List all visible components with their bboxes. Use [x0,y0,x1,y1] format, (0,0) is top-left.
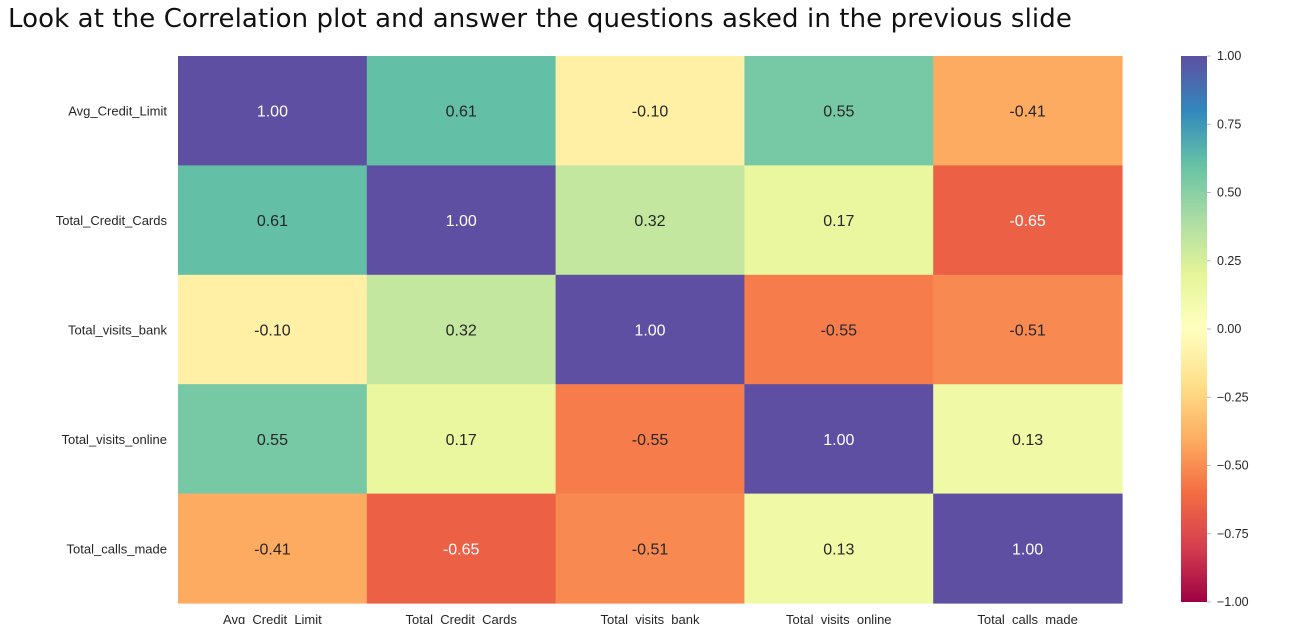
cell-value-label: 0.13 [1012,432,1043,449]
slide-title: Look at the Correlation plot and answer … [8,4,1072,34]
cell-value-label: -0.51 [632,541,669,558]
column-label: Total_visits_bank [601,612,700,624]
cell-value-label: 0.32 [634,213,665,230]
colorbar-tick-label: −0.50 [1217,459,1249,473]
heatmap-cell [933,56,1123,166]
heatmap-cell [744,274,934,385]
heatmap-cell [178,165,368,276]
row-label: Avg_Credit_Limit [68,104,167,119]
cell-value-label: 1.00 [446,213,477,230]
heatmap-cell [178,384,368,495]
cell-value-label: 0.17 [823,213,854,230]
cell-value-label: -0.65 [1009,213,1046,230]
cell-value-label: 0.55 [823,104,854,121]
heatmap-cell [178,274,368,385]
heatmap-cell [555,165,745,276]
colorbar-tick-label: 0.25 [1217,254,1241,268]
cell-value-label: 1.00 [1012,541,1043,558]
cell-value-label: 1.00 [257,104,288,121]
colorbar: 1.00 0.75 0.50 0.25 0.00 −0.25 −0.50 −0.75 −1.00 [1181,49,1249,609]
heatmap-cell [366,274,557,385]
cell-value-label: 1.00 [823,432,854,449]
heatmap-cell [555,56,745,166]
row-label: Total_visits_online [61,432,167,447]
cell-value-label: -0.41 [1009,104,1046,121]
cell-value-label: -0.65 [443,541,480,558]
cell-value-label: 0.61 [446,104,477,121]
colorbar-tick-label: 0.75 [1217,117,1241,131]
heatmap-cell [366,384,557,495]
column-labels: Avg_Credit_Limit Total_Credit_Cards Total_… [223,612,1078,624]
heatmap-cell [555,493,745,604]
colorbar-tick-label: −1.00 [1217,595,1249,609]
heatmap-cell [933,493,1123,604]
cell-value-label: 0.17 [446,432,477,449]
cell-value-label: -0.10 [254,323,291,340]
column-label: Total_calls_made [977,612,1077,624]
heatmap-cell [744,56,934,166]
heatmap-cells: 1.00 0.61 -0.10 0.55 -0.41 0.61 1.00 0.32 0.17 -0… [178,56,1123,604]
heatmap-cell [933,274,1123,385]
cell-value-label: -0.41 [254,541,291,558]
heatmap-cell [555,384,745,495]
cell-value-label: 0.55 [257,432,288,449]
colorbar-tick-label: 1.00 [1217,49,1241,63]
heatmap-cell [555,274,745,385]
row-labels: Avg_Credit_Limit Total_Credit_Cards Total_… [56,104,168,557]
cell-value-label: -0.10 [632,104,669,121]
cell-value-label: -0.55 [821,323,858,340]
heatmap-cell [366,493,557,604]
colorbar-ticks: 1.00 0.75 0.50 0.25 0.00 −0.25 −0.50 −0.75 −1.00 [1207,49,1249,609]
heatmap-cell [744,165,934,276]
colorbar-tick-label: −0.25 [1217,390,1249,404]
heatmap-cell [178,493,368,604]
colorbar-tick-label: −0.75 [1217,527,1249,541]
column-label: Total_visits_online [786,612,892,624]
cell-value-label: -0.55 [632,432,669,449]
column-label: Avg_Credit_Limit [223,612,322,624]
heatmap-cell [366,165,557,276]
cell-value-label: -0.51 [1009,323,1046,340]
cell-value-label: 0.61 [257,213,288,230]
heatmap-cell [366,56,557,166]
colorbar-gradient [1181,56,1207,602]
row-label: Total_Credit_Cards [56,213,168,228]
heatmap-cell [744,384,934,495]
cell-value-label: 0.13 [823,541,854,558]
row-label: Total_calls_made [67,541,167,556]
cell-value-label: 0.32 [446,323,477,340]
heatmap-cell [744,493,934,604]
colorbar-tick-label: 0.50 [1217,186,1241,200]
column-label: Total_Credit_Cards [406,612,518,624]
heatmap-cell [933,165,1123,276]
cell-value-label: 1.00 [634,323,665,340]
heatmap-cell [178,56,368,166]
row-label: Total_visits_bank [68,323,167,338]
heatmap-cell [933,384,1123,495]
colorbar-tick-label: 0.00 [1217,322,1241,336]
